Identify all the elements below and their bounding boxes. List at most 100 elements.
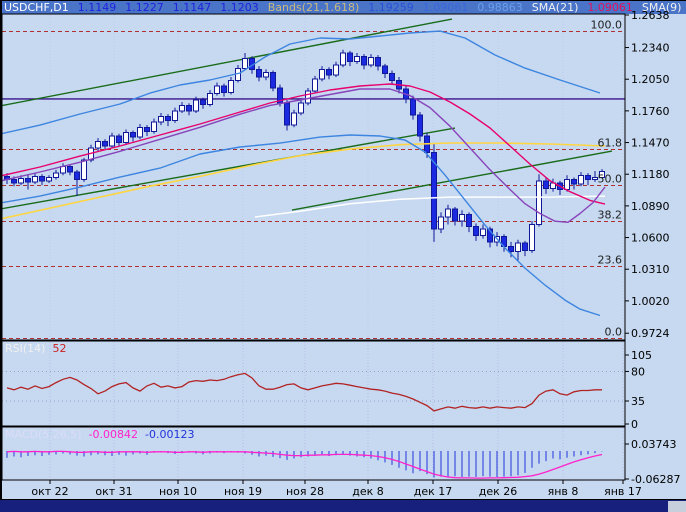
main-panel-group xyxy=(2,15,625,339)
candle-body xyxy=(459,214,465,222)
candle-body xyxy=(564,179,570,191)
candle-body xyxy=(508,245,514,253)
fib-label-50.0: 50.0 xyxy=(598,173,623,186)
chart-header-strip: USDCHF,D1 1.1149 1.1227 1.1147 1.1203 Bands(2… xyxy=(2,1,686,14)
candle-body xyxy=(375,56,381,67)
candle-body xyxy=(431,151,437,230)
price-tick-label: 1.0310 xyxy=(631,263,670,276)
trendline-mid-channel xyxy=(2,127,456,210)
date-label: окт 31 xyxy=(95,485,132,498)
resize-corner xyxy=(668,501,686,512)
price-tick-label: 1.0890 xyxy=(631,200,670,213)
candle-body xyxy=(487,228,493,243)
candle-body xyxy=(214,85,220,94)
candle-body xyxy=(74,171,80,181)
candle-body xyxy=(354,55,360,63)
rsi-tick-label: 35 xyxy=(631,395,645,408)
candle-body xyxy=(165,115,171,122)
candle-body xyxy=(536,180,542,225)
date-label: янв 8 xyxy=(548,485,579,498)
header-bands-middle-value: 1.09061 xyxy=(422,1,469,14)
candle-body xyxy=(347,52,353,63)
candle-body xyxy=(200,99,206,105)
window-bottom-bar xyxy=(0,500,686,512)
candle-body xyxy=(109,135,115,147)
price-tick-label: 1.2638 xyxy=(631,9,670,22)
candle-body xyxy=(389,73,395,81)
bollinger-lower-line xyxy=(2,134,601,317)
date-label: ноя 10 xyxy=(159,485,197,498)
date-label: окт 22 xyxy=(31,485,68,498)
date-label: дек 26 xyxy=(479,485,518,498)
candle-body xyxy=(543,180,549,189)
candle-body xyxy=(228,79,234,93)
header-bands-label: Bands(21,1.618) xyxy=(267,1,360,14)
price-tick-label: 1.0020 xyxy=(631,295,670,308)
candle-body xyxy=(473,226,479,236)
candle-body xyxy=(32,175,38,183)
fib-label-38.2: 38.2 xyxy=(598,209,623,222)
candle-body xyxy=(410,98,416,116)
trendline-upper-channel xyxy=(2,18,453,107)
candle-body xyxy=(368,56,374,66)
date-label: ноя 19 xyxy=(224,485,262,498)
header-ohlc-high: 1.1227 xyxy=(125,1,164,14)
macd-label: MACD(5,26,5) xyxy=(5,428,82,441)
candle-body xyxy=(172,110,178,122)
candle-body xyxy=(123,132,129,144)
bottom-divider xyxy=(0,499,686,500)
rsi-tick-label: 80 xyxy=(631,365,645,378)
candle-body xyxy=(571,179,577,185)
candle-body xyxy=(81,159,87,181)
date-label: янв 17 xyxy=(604,485,642,498)
macd-panel-border xyxy=(1,426,626,481)
candle-body xyxy=(438,216,444,230)
candle-body xyxy=(158,115,164,123)
candle-body xyxy=(312,78,318,92)
candle-body xyxy=(578,174,584,185)
candle-body xyxy=(291,112,297,126)
macd-signal-value: -0.00123 xyxy=(145,428,195,441)
candle-body xyxy=(270,72,276,89)
candle-body xyxy=(186,104,192,112)
candle-body xyxy=(116,135,122,144)
header-bands-lower-value: 0.98863 xyxy=(477,1,523,14)
rsi-panel-border xyxy=(1,340,626,427)
candle-body xyxy=(284,102,290,126)
candle-body xyxy=(382,65,388,75)
rsi-line xyxy=(6,372,602,412)
macd-main-value: -0.00842 xyxy=(88,428,139,441)
price-tick-label: 1.1470 xyxy=(631,137,670,150)
header-ohlc-low: 1.1147 xyxy=(172,1,212,14)
date-label: дек 17 xyxy=(414,485,453,498)
candle-body xyxy=(221,85,227,93)
candle-body xyxy=(67,166,73,173)
macd-tick-label: 0.03743 xyxy=(631,438,677,451)
candle-body xyxy=(445,208,451,218)
candle-body xyxy=(599,171,605,179)
rsi-label: RSI(14) xyxy=(5,342,46,355)
trendline-lower-support xyxy=(291,150,613,211)
price-tick-label: 1.1180 xyxy=(631,168,670,181)
candle-body xyxy=(305,90,311,104)
candle-body xyxy=(592,176,598,181)
candle-body xyxy=(46,176,52,182)
fib-label-0.0: 0.0 xyxy=(605,326,623,339)
header-sma21-label: SMA(21) xyxy=(531,1,579,14)
candle-body xyxy=(130,132,136,138)
candle-body xyxy=(340,52,346,66)
price-tick-label: 1.2340 xyxy=(631,42,670,55)
window-left-border xyxy=(0,0,2,500)
candle-body xyxy=(193,99,199,112)
candle-body xyxy=(25,178,31,183)
price-tick-label: 1.1760 xyxy=(631,105,670,118)
date-label: ноя 28 xyxy=(286,485,324,498)
header-sma9-label: SMA(9) xyxy=(641,1,682,14)
rsi-tick-label: 105 xyxy=(631,349,652,362)
sma9-line xyxy=(2,88,606,224)
macd-indicator-label-row: MACD(5,26,5) -0.00842 -0.00123 xyxy=(5,429,194,441)
candle-body xyxy=(417,114,423,137)
rsi-tick-label: 0 xyxy=(631,418,638,431)
